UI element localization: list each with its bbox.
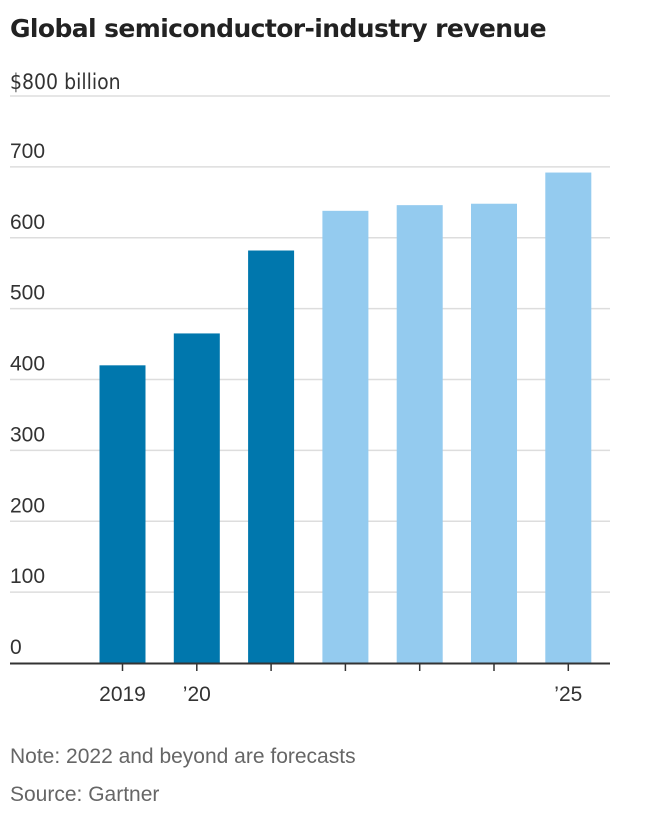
chart-title: Global semiconductor-industry revenue	[10, 14, 547, 43]
y-tick-label: 700	[10, 140, 45, 163]
bar	[396, 205, 443, 663]
y-tick-label: 400	[10, 353, 45, 376]
y-tick-label: 0	[10, 636, 22, 659]
bar	[248, 250, 295, 663]
y-axis-labels: 0 100 200 300 400 500 600 700	[10, 140, 45, 659]
y-tick-label: 500	[10, 282, 45, 305]
y-tick-label: 200	[10, 494, 45, 517]
bar	[173, 333, 220, 663]
bar	[99, 365, 146, 663]
y-tick-label: 100	[10, 565, 45, 588]
bar-chart: 0 100 200 300 400 500 600 700 2019 ’20 ’25	[10, 95, 610, 706]
y-axis-unit-label: $800 billion	[10, 70, 121, 94]
bar	[322, 210, 369, 663]
chart-source: Source: Gartner	[10, 783, 160, 806]
x-tick-label: ’20	[183, 683, 211, 706]
bar	[545, 172, 592, 664]
bar	[471, 203, 517, 664]
x-tick-label: ’25	[554, 683, 582, 706]
y-tick-label: 300	[10, 423, 45, 446]
x-axis: 2019 ’20 ’25	[10, 662, 610, 706]
y-tick-label: 600	[10, 211, 45, 234]
bars	[99, 172, 592, 664]
x-tick-label: 2019	[99, 683, 146, 706]
chart-note: Note: 2022 and beyond are forecasts	[10, 745, 356, 768]
